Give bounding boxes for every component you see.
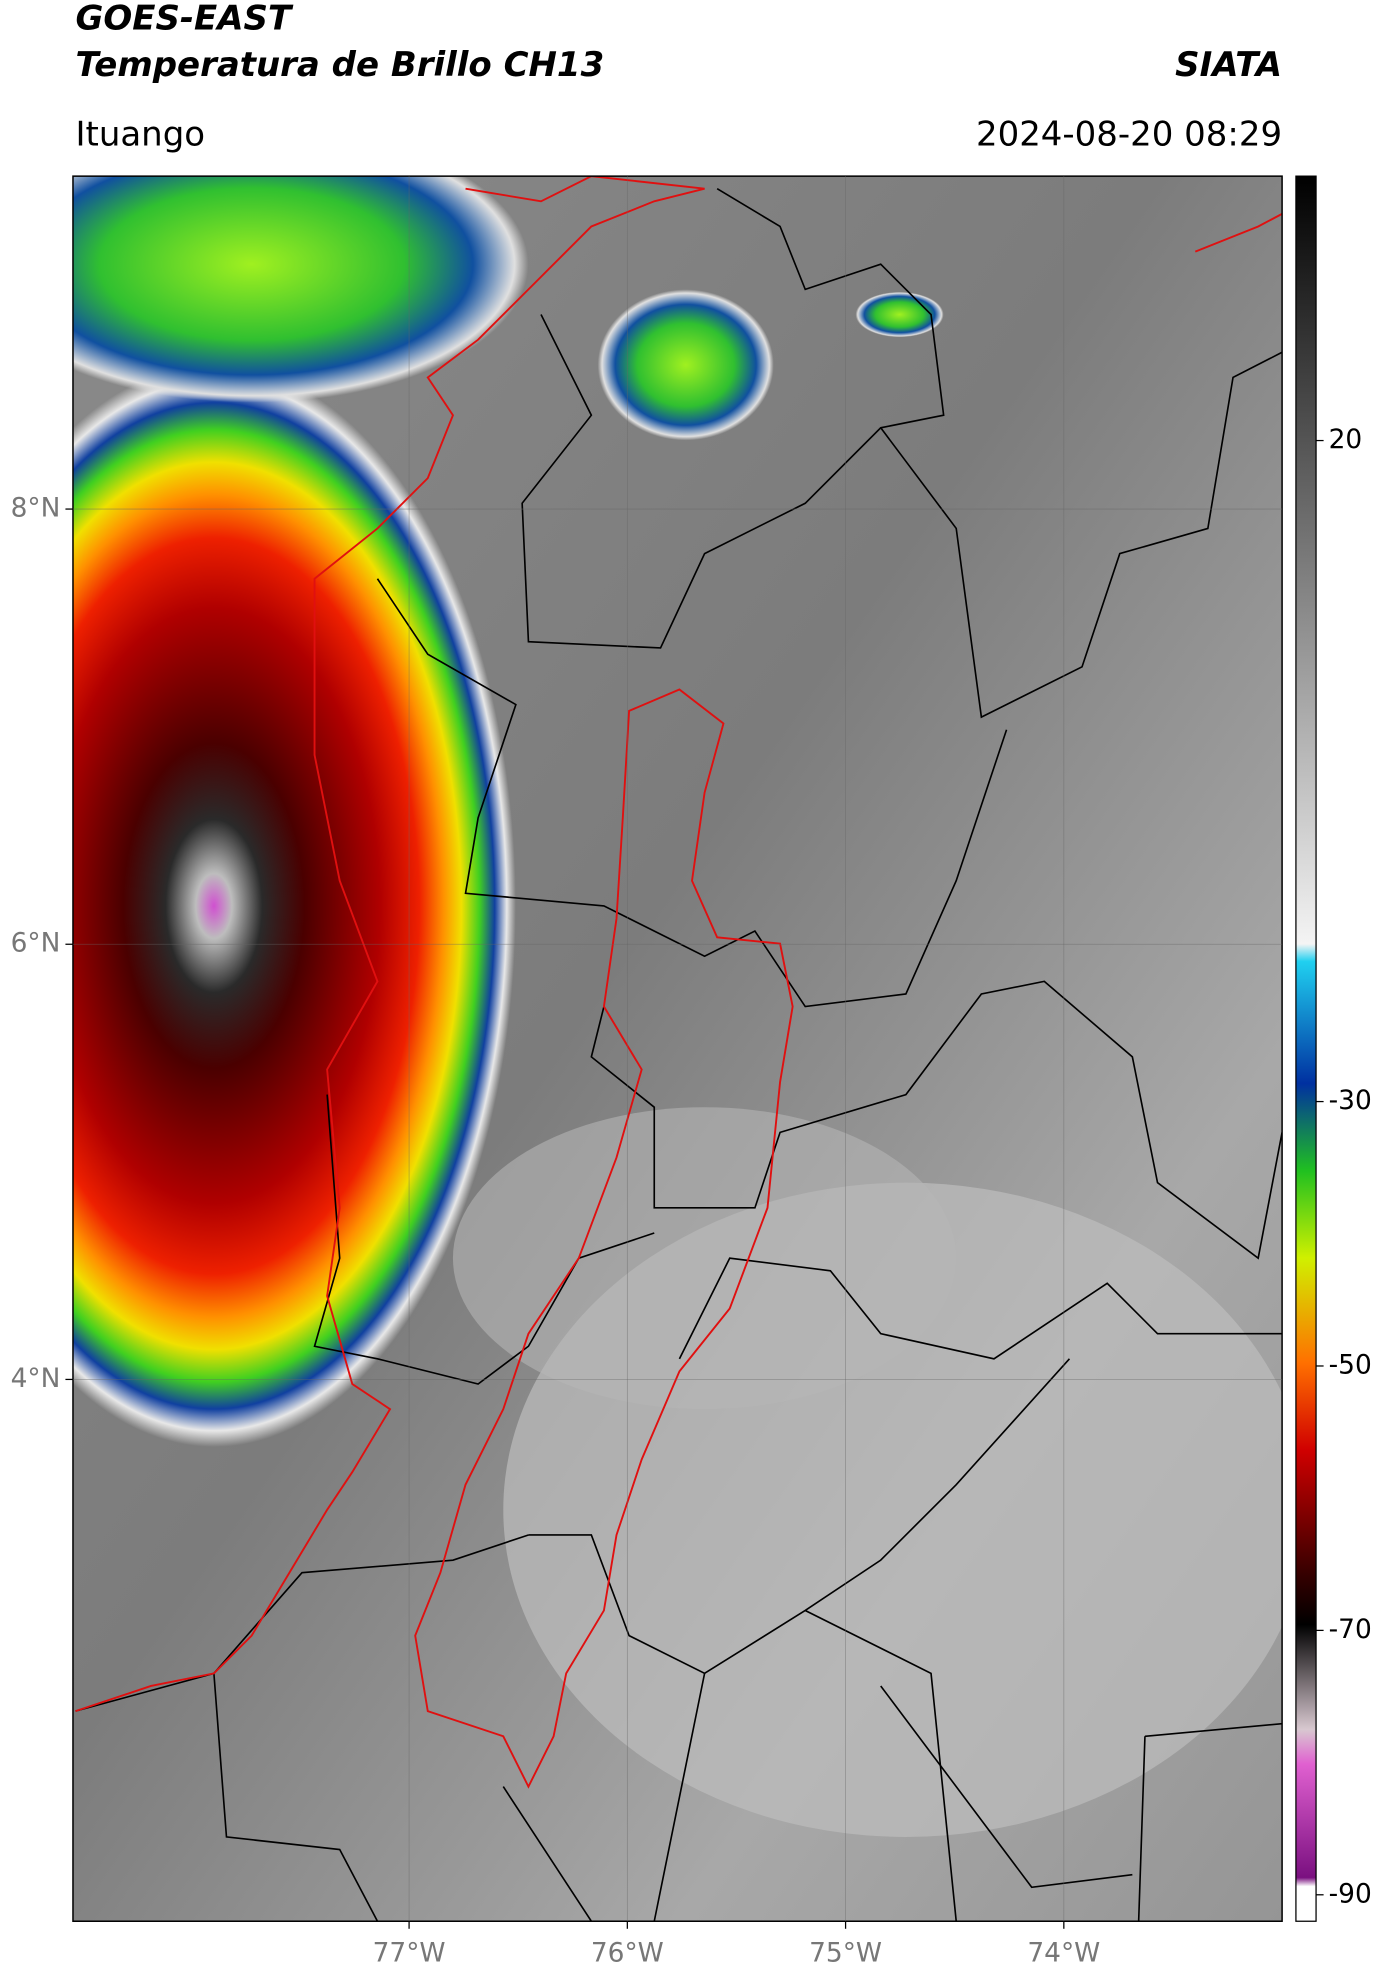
subtitle: Temperatura de Brillo CH13 — [75, 45, 604, 85]
y-tick-label: 8°N — [11, 493, 61, 524]
map-frame — [72, 175, 1283, 1922]
colorbar-label: -50 — [1329, 1349, 1372, 1380]
location: Ituango — [75, 114, 205, 154]
colorbar-label: -30 — [1329, 1085, 1372, 1116]
x-tick-label: 75°W — [809, 1937, 882, 1968]
x-tick-label: 74°W — [1027, 1937, 1100, 1968]
x-tick-label: 76°W — [591, 1937, 664, 1968]
map-image — [72, 176, 1283, 1922]
y-tick-label: 4°N — [11, 1363, 61, 1394]
agency: SIATA — [1175, 45, 1282, 85]
colorbar-label: -70 — [1329, 1614, 1372, 1645]
title: GOES-EAST — [75, 0, 293, 39]
x-tick-label: 77°W — [373, 1937, 446, 1968]
colorbar-label: -90 — [1329, 1878, 1372, 1909]
colorbar — [1295, 175, 1317, 1922]
colorbar-label: 20 — [1329, 424, 1363, 455]
timestamp: 2024-08-20 08:29 — [976, 114, 1282, 154]
y-tick-label: 6°N — [11, 928, 61, 959]
